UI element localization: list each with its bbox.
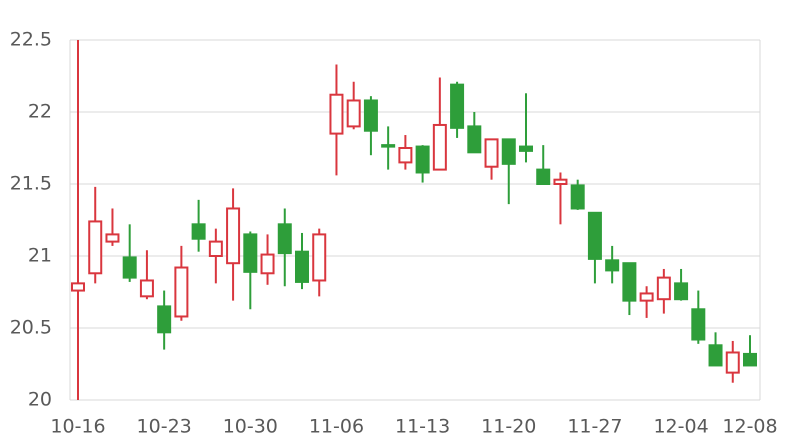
candle-body xyxy=(691,308,706,341)
x-tick-label: 11-27 xyxy=(567,416,622,438)
candle-body xyxy=(346,99,361,128)
x-tick-label: 12-08 xyxy=(722,416,777,438)
candle-body xyxy=(708,344,723,367)
candle-body xyxy=(743,352,757,367)
candle-body xyxy=(536,168,551,186)
candle-body xyxy=(415,145,430,174)
candle-body xyxy=(622,262,637,302)
candle-body xyxy=(674,282,689,301)
x-tick-label: 10-23 xyxy=(137,416,192,438)
candle-body xyxy=(501,138,516,165)
candle-body xyxy=(277,223,292,255)
candle-body xyxy=(208,240,223,258)
x-tick-label: 12-04 xyxy=(653,416,708,438)
candle-body xyxy=(122,256,137,279)
x-tick-label: 10-30 xyxy=(223,416,278,438)
candle-body xyxy=(587,211,602,260)
x-tick-label: 10-16 xyxy=(50,416,105,438)
y-tick-label: 20.5 xyxy=(10,317,52,339)
candle-body xyxy=(398,147,413,164)
candle-body xyxy=(363,99,378,132)
candle-body xyxy=(519,145,533,152)
candle-body xyxy=(381,144,396,148)
candle-body xyxy=(260,253,275,275)
candle-body xyxy=(656,276,671,301)
candle-body xyxy=(467,125,482,154)
candle-body xyxy=(484,138,499,168)
candle-body xyxy=(295,250,309,283)
x-tick-label: 11-20 xyxy=(481,416,536,438)
candle-body xyxy=(570,184,585,210)
y-tick-label: 22.5 xyxy=(10,29,52,51)
candle-body xyxy=(174,266,189,318)
candle-body xyxy=(432,123,447,171)
candle-body xyxy=(88,220,103,275)
y-tick-label: 21 xyxy=(28,245,52,267)
y-tick-label: 22 xyxy=(28,101,52,123)
candle-body xyxy=(450,83,465,129)
candle-body xyxy=(105,233,120,243)
y-tick-label: 20 xyxy=(28,389,52,411)
candle-body xyxy=(139,279,154,298)
candle-body xyxy=(553,178,568,185)
candle-body xyxy=(329,93,344,135)
candle-body xyxy=(191,223,206,240)
candle-body xyxy=(605,259,620,272)
candle-body xyxy=(243,233,258,273)
candle-body xyxy=(725,351,740,374)
candle-body xyxy=(226,207,241,265)
candle-body xyxy=(312,233,327,282)
x-tick-label: 11-13 xyxy=(395,416,450,438)
x-tick-label: 11-06 xyxy=(309,416,364,438)
candle-body xyxy=(639,292,654,302)
candle-body xyxy=(157,305,172,334)
y-tick-label: 21.5 xyxy=(10,173,52,195)
candle-body xyxy=(71,282,85,292)
